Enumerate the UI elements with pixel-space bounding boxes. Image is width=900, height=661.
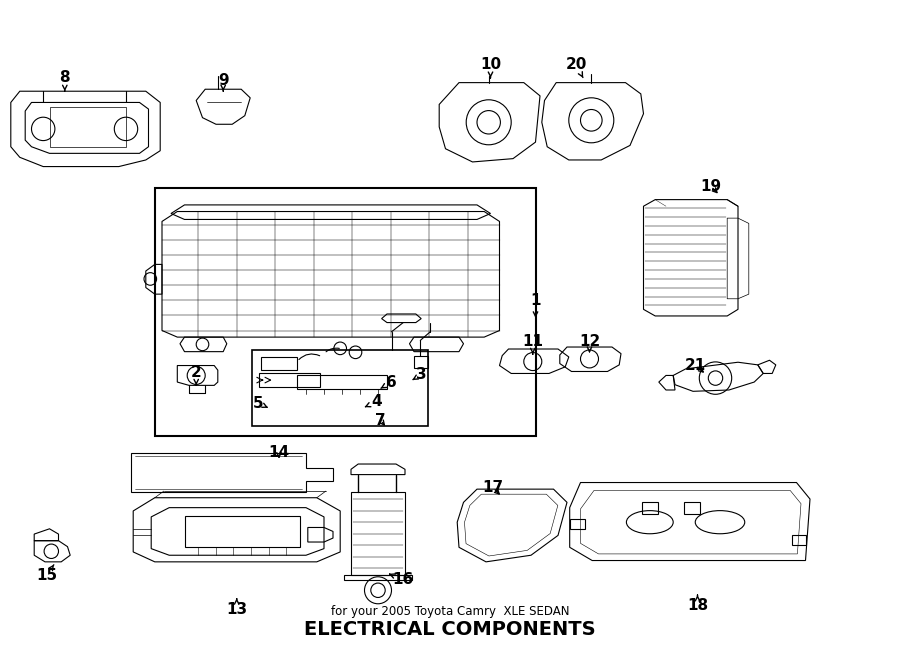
Text: 16: 16 — [390, 572, 414, 587]
Text: 18: 18 — [687, 595, 708, 613]
Text: 15: 15 — [36, 564, 58, 582]
Text: 7: 7 — [375, 413, 386, 428]
Text: 11: 11 — [522, 334, 544, 354]
Text: 10: 10 — [480, 58, 501, 78]
Bar — [155, 188, 536, 436]
Text: 20: 20 — [565, 58, 587, 77]
Text: ELECTRICAL COMPONENTS: ELECTRICAL COMPONENTS — [304, 620, 596, 639]
Bar — [50, 107, 126, 147]
Text: 3: 3 — [413, 368, 427, 382]
Text: 1: 1 — [530, 293, 541, 316]
Text: for your 2005 Toyota Camry  XLE SEDAN: for your 2005 Toyota Camry XLE SEDAN — [331, 605, 569, 618]
Bar — [297, 375, 387, 389]
Text: 2: 2 — [191, 365, 202, 385]
Text: 6: 6 — [381, 375, 397, 389]
Text: 17: 17 — [482, 481, 504, 495]
Bar — [414, 356, 427, 368]
Bar — [684, 502, 700, 514]
Bar — [261, 357, 297, 370]
Bar — [259, 373, 320, 387]
Text: 14: 14 — [268, 446, 290, 460]
Text: 21: 21 — [685, 358, 706, 373]
Text: 4: 4 — [365, 395, 382, 409]
Bar — [184, 516, 300, 547]
Text: 13: 13 — [226, 599, 248, 617]
Text: 19: 19 — [700, 179, 722, 194]
Bar — [642, 502, 658, 514]
Text: 8: 8 — [59, 71, 70, 91]
Text: 12: 12 — [579, 334, 600, 352]
Text: 5: 5 — [253, 396, 267, 410]
Bar — [252, 350, 428, 426]
Text: 9: 9 — [218, 73, 229, 91]
